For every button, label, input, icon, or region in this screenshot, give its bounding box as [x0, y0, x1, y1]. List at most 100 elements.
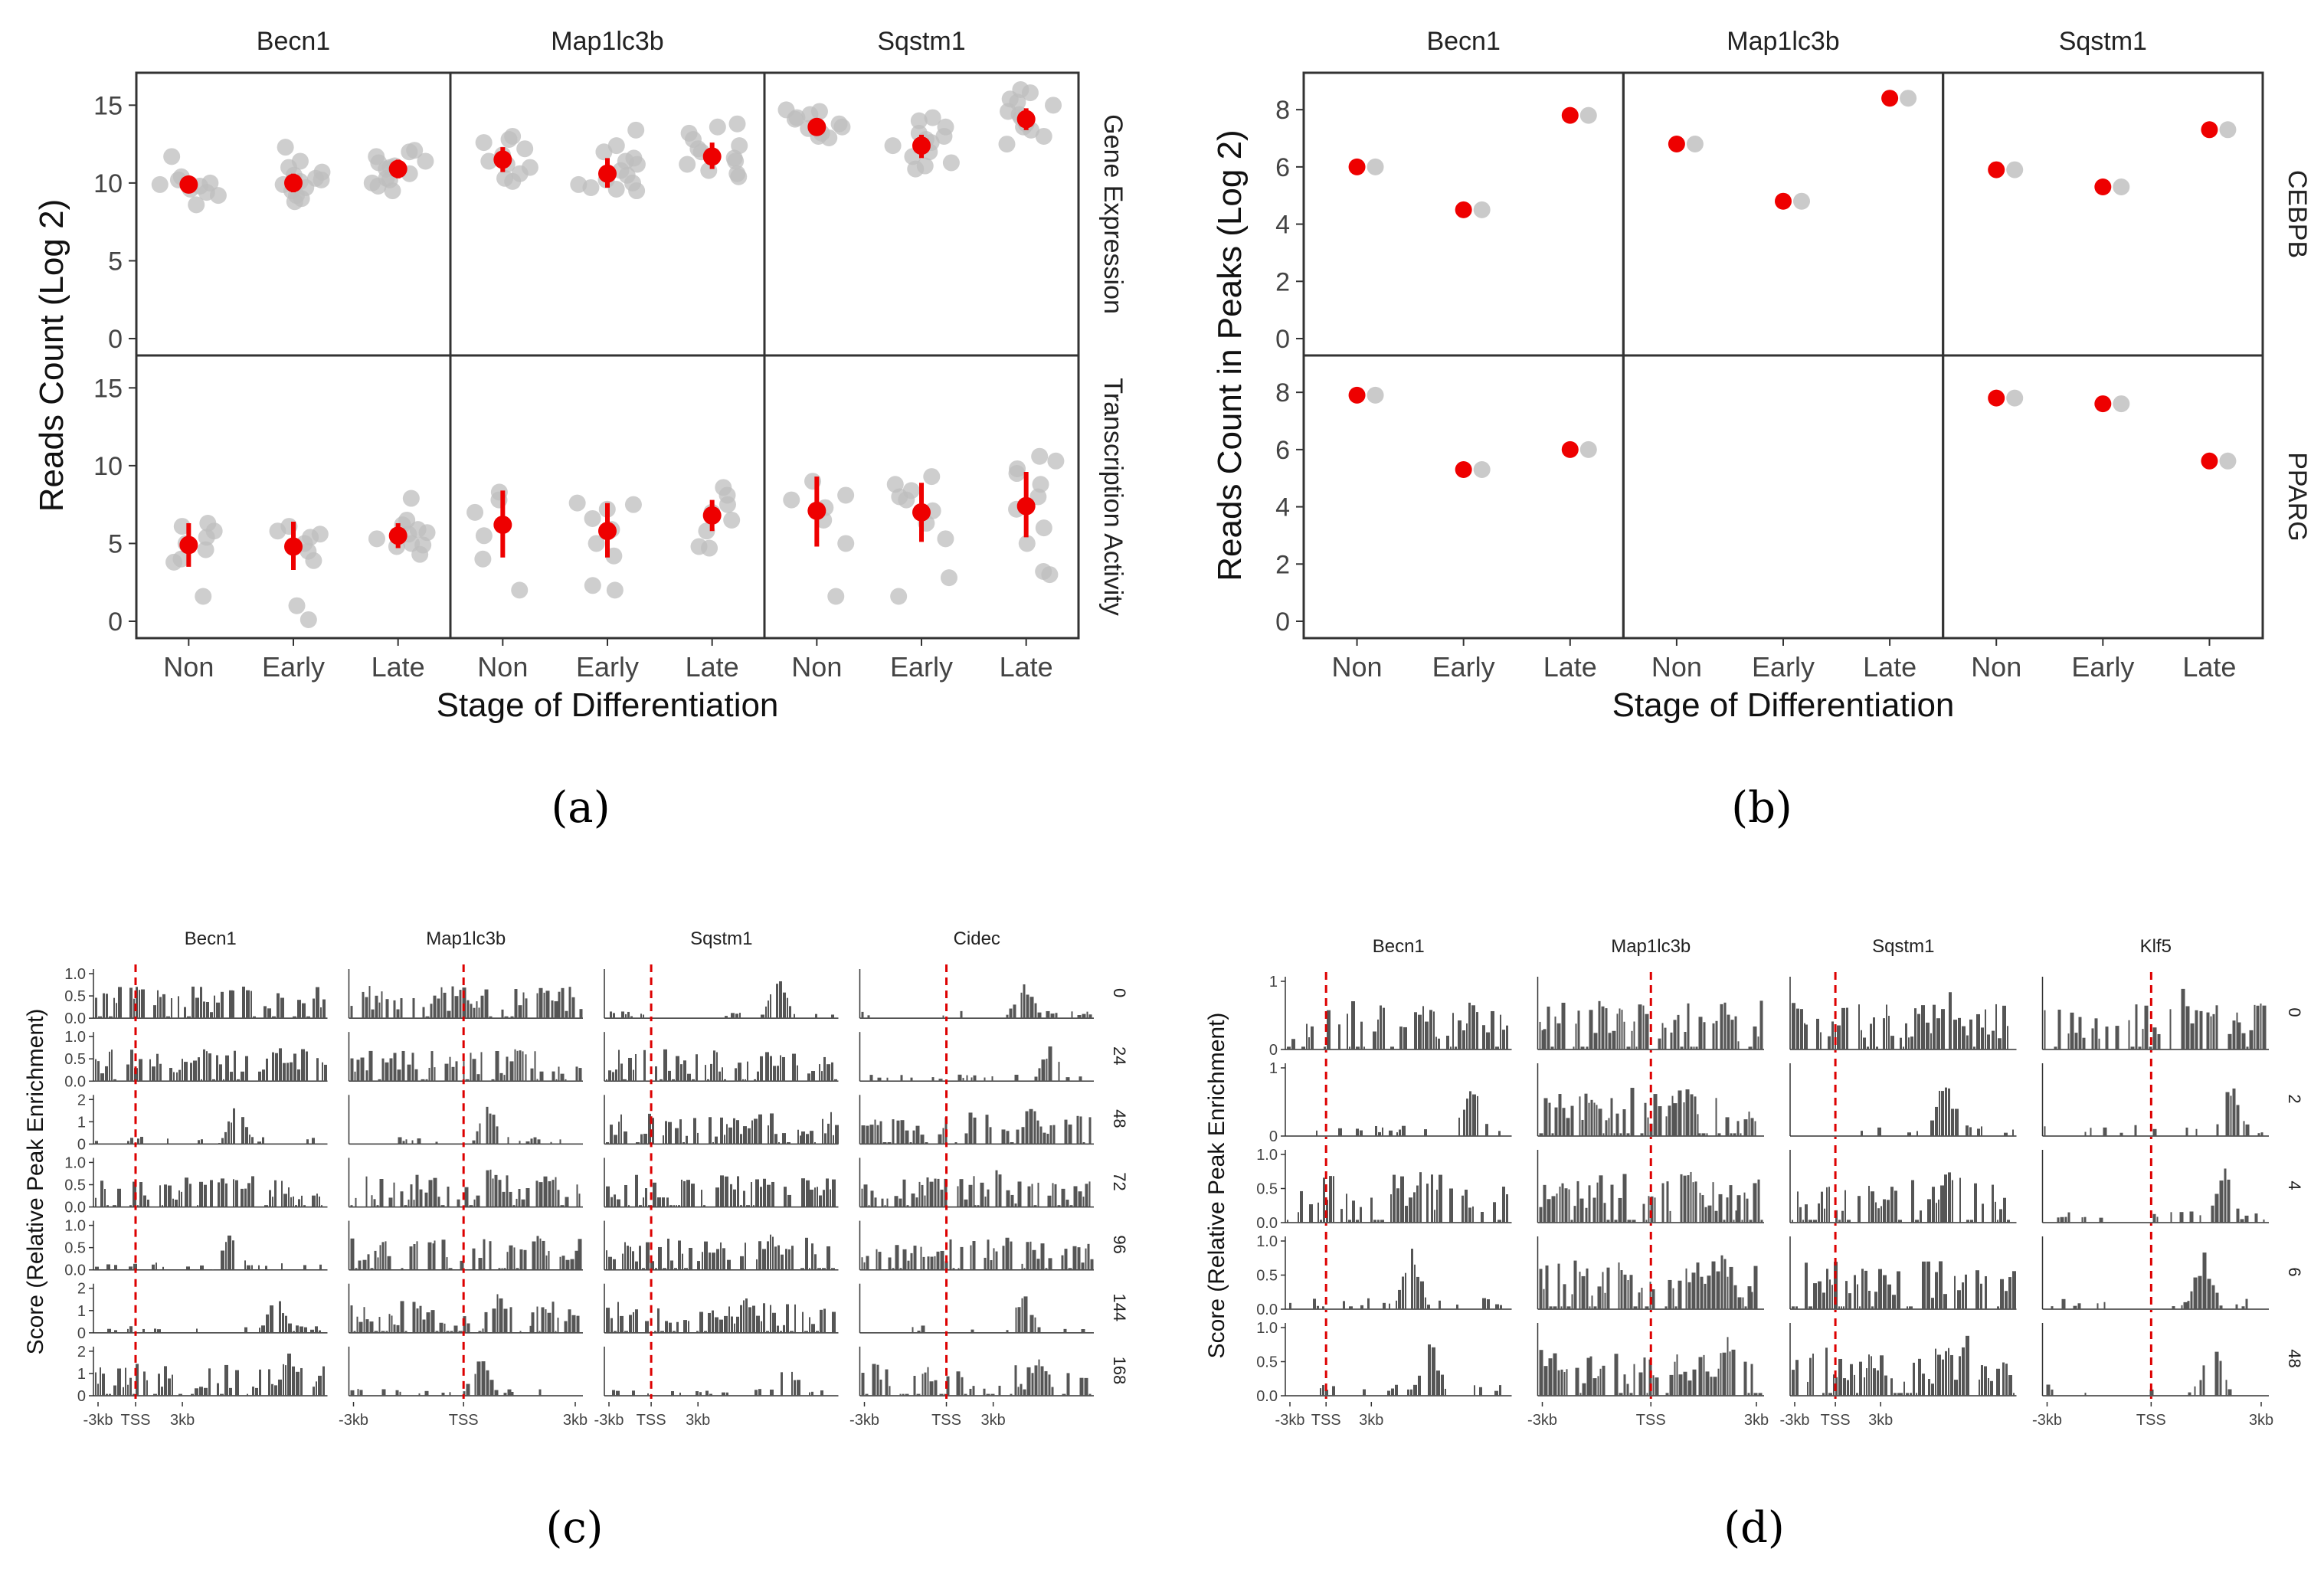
signal-bar — [624, 1242, 626, 1270]
signal-bar — [669, 1322, 672, 1333]
signal-bar — [1737, 1041, 1740, 1049]
signal-bar — [428, 1067, 430, 1082]
data-point — [369, 177, 387, 195]
x-tick-label: -3kb — [1780, 1412, 1810, 1429]
signal-bar — [1743, 1192, 1746, 1223]
signal-bar — [230, 1072, 233, 1082]
signal-bar — [1085, 1184, 1088, 1207]
signal-bar — [191, 1393, 194, 1396]
signal-bar — [2007, 1220, 2010, 1223]
signal-bar — [1631, 1030, 1633, 1049]
signal-bar — [1064, 1249, 1068, 1270]
signal-bar — [1976, 1013, 1980, 1049]
signal-bar — [2195, 1010, 2198, 1049]
signal-bar — [1907, 1306, 1908, 1309]
signal-bar — [624, 1331, 628, 1333]
signal-bar — [306, 1016, 310, 1019]
signal-bar — [548, 1251, 550, 1270]
signal-bar — [1948, 1347, 1949, 1396]
signal-bar — [984, 1257, 987, 1270]
signal-bar — [1455, 1046, 1457, 1049]
signal-bar — [1838, 1306, 1840, 1309]
signal-bar — [672, 1079, 675, 1082]
signal-bar — [578, 1239, 582, 1270]
signal-bar — [401, 1268, 404, 1270]
signal-bar — [1717, 1368, 1720, 1396]
x-tick-label: Late — [1000, 651, 1053, 683]
signal-bar — [506, 1252, 509, 1270]
signal-bar — [1077, 1247, 1081, 1270]
signal-bar — [720, 1242, 722, 1270]
signal-bar — [740, 1134, 742, 1144]
signal-bar — [1621, 1010, 1623, 1049]
signal-bar — [772, 1312, 776, 1333]
signal-bar — [888, 1257, 892, 1270]
signal-bar — [316, 1194, 318, 1207]
signal-bar — [195, 1388, 198, 1396]
signal-bar — [733, 1189, 736, 1207]
signal-bar — [2061, 1298, 2066, 1309]
signal-bar — [297, 1069, 300, 1082]
signal-bar — [216, 1002, 220, 1019]
signal-bar — [780, 1331, 782, 1333]
signal-bar — [673, 1331, 676, 1333]
signal-bar — [1695, 1046, 1698, 1049]
signal-bar — [1907, 1132, 1911, 1136]
signal-bar — [2051, 1389, 2054, 1396]
signal-bar — [1949, 992, 1952, 1049]
signal-bar — [1613, 1133, 1615, 1136]
signal-bar — [870, 1190, 874, 1207]
signal-bar — [1548, 1102, 1551, 1136]
signal-bar — [501, 1268, 503, 1270]
signal-bar — [1322, 1306, 1324, 1309]
signal-bar — [1619, 1008, 1621, 1049]
signal-bar — [473, 1199, 476, 1207]
signal-bar — [758, 1389, 761, 1396]
signal-bar — [1472, 1206, 1474, 1223]
signal-bar — [315, 1326, 318, 1333]
signal-bar — [797, 1380, 800, 1396]
signal-bar — [1935, 1106, 1938, 1136]
signal-bar — [525, 998, 528, 1019]
signal-bar — [2187, 1301, 2190, 1309]
signal-bar — [350, 1390, 355, 1396]
mean-point — [179, 535, 198, 555]
signal-bar — [699, 1311, 703, 1333]
signal-bar — [1760, 1220, 1763, 1223]
signal-bar — [538, 1182, 543, 1207]
signal-bar — [1414, 1012, 1417, 1049]
signal-bar — [722, 1067, 723, 1082]
mean-point — [1881, 90, 1899, 107]
signal-bar — [742, 1079, 744, 1082]
signal-bar — [1880, 1355, 1884, 1396]
signal-bar — [1343, 1301, 1345, 1309]
facet-col-label: Klf5 — [2140, 936, 2172, 957]
data-point — [837, 486, 855, 504]
signal-bar — [162, 1205, 163, 1207]
signal-bar — [1883, 1199, 1886, 1223]
signal-bar — [1821, 1191, 1823, 1223]
signal-bar — [350, 1305, 353, 1333]
signal-bar — [370, 1268, 374, 1270]
signal-bar — [1543, 1029, 1547, 1049]
signal-bar — [2115, 1026, 2119, 1049]
signal-bar — [1805, 1204, 1808, 1223]
signal-bar — [754, 1079, 756, 1082]
data-point — [480, 152, 498, 170]
signal-bar — [353, 1331, 356, 1333]
signal-bar — [785, 1249, 787, 1270]
signal-bar — [2078, 1017, 2082, 1049]
signal-bar — [504, 1016, 509, 1019]
signal-bar — [1553, 1353, 1557, 1396]
signal-bar — [2098, 1038, 2100, 1049]
signal-bar — [2202, 1365, 2205, 1396]
signal-bar — [1913, 1362, 1915, 1396]
signal-bar — [1407, 1389, 1409, 1396]
signal-bar — [1800, 1009, 1803, 1049]
signal-bar — [1684, 1032, 1687, 1049]
data-point — [1035, 563, 1052, 580]
signal-bar — [610, 1125, 613, 1144]
signal-bar — [1403, 1027, 1407, 1049]
signal-bar — [731, 1013, 735, 1019]
signal-bar — [1927, 1199, 1931, 1223]
